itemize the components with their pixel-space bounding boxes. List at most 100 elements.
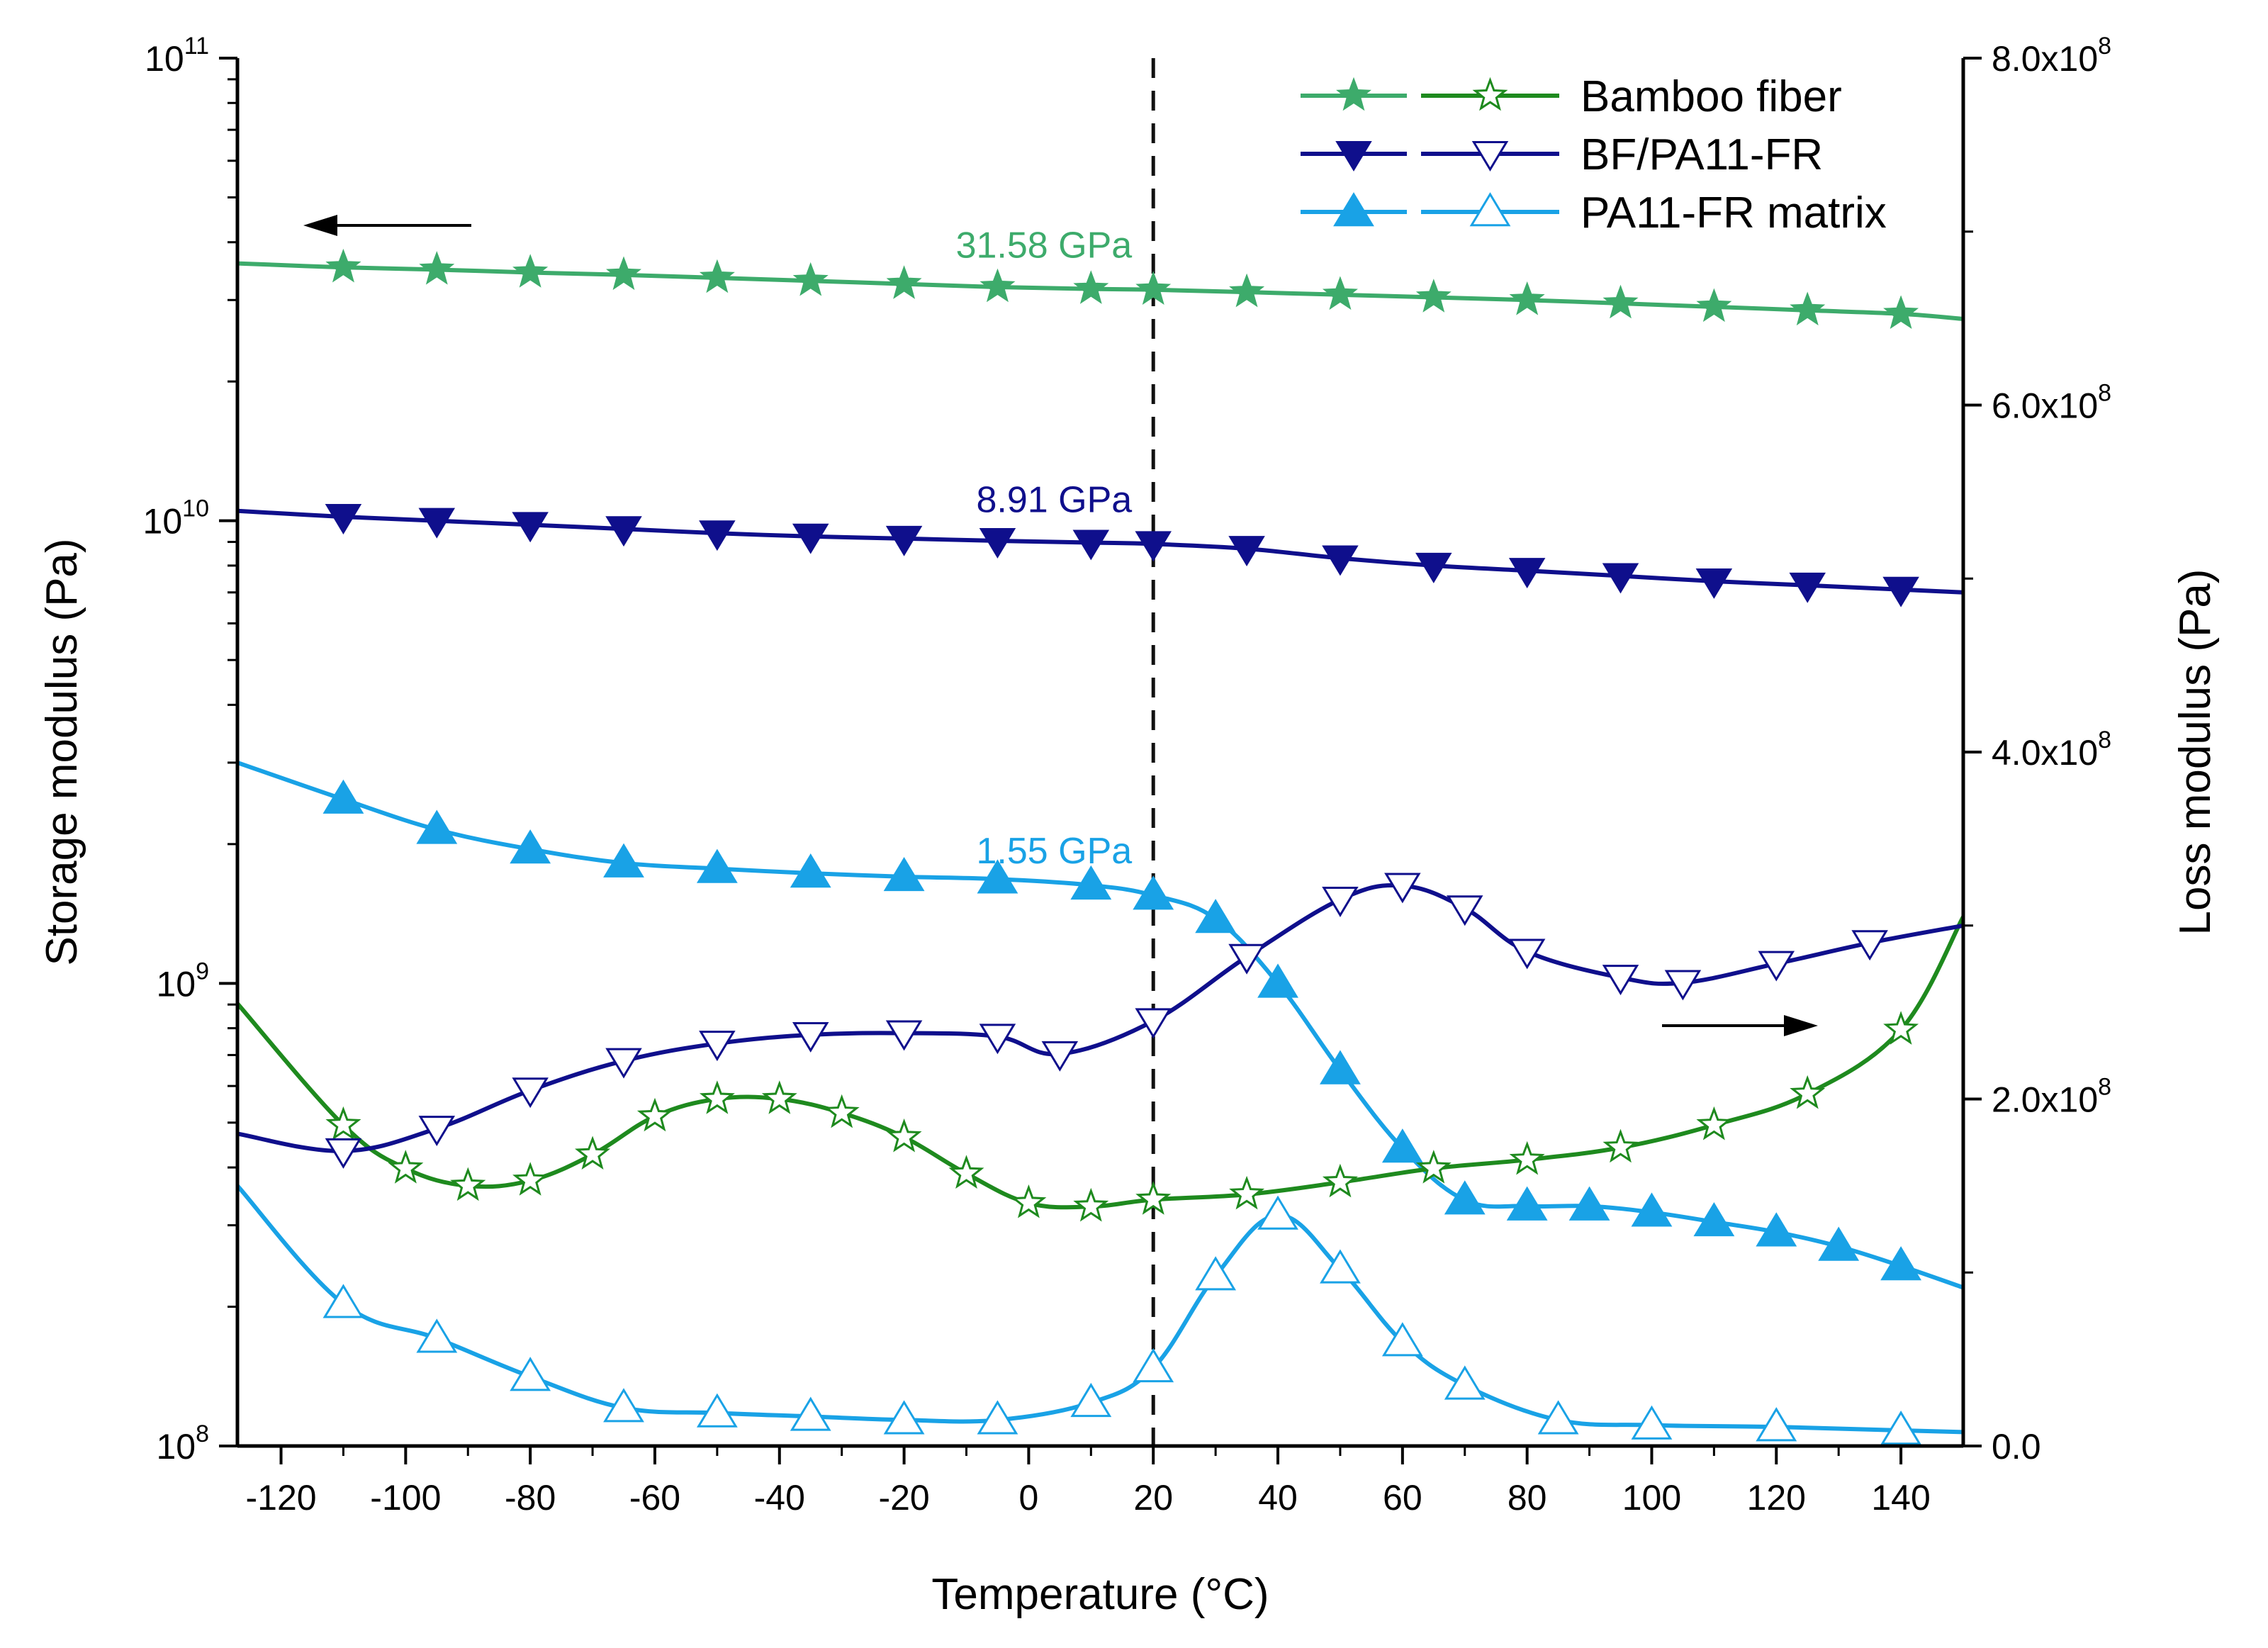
arrow-head (1784, 1015, 1818, 1036)
series-2 (237, 761, 1963, 1290)
data-point (1602, 563, 1639, 594)
data-point (1508, 938, 1546, 970)
data-point (1758, 951, 1795, 982)
series-group (237, 58, 1963, 1446)
data-point (603, 1388, 644, 1423)
y-right-tick-label: 0.0 (1992, 1427, 2041, 1467)
data-point (1415, 1150, 1452, 1184)
data-point (322, 779, 364, 814)
data-point (1135, 271, 1172, 305)
annotation-label: 31.58 GPa (956, 225, 1133, 267)
legend-item: BF/PA11-FR (1301, 130, 1823, 179)
data-point (792, 523, 829, 554)
legend-marker-loss (1469, 192, 1511, 227)
legend-marker-loss (1471, 141, 1509, 172)
data-point (1883, 295, 1919, 330)
data-point (1072, 529, 1110, 561)
data-point (979, 268, 1016, 303)
axes: -120 -100 -80 -60 -40 -20 0 20 40 60 80 100 120 140 10… (143, 33, 2112, 1518)
data-point (883, 1400, 925, 1435)
data-point (696, 1393, 738, 1428)
data-point (1883, 1011, 1919, 1045)
data-point (883, 857, 925, 892)
legend-label: PA11-FR matrix (1581, 189, 1887, 237)
y-axis-right-title: Loss modulus (Pa) (2171, 569, 2220, 936)
data-point (1073, 1187, 1109, 1222)
data-point (1322, 887, 1359, 917)
data-point (1229, 1175, 1265, 1210)
series-0 (237, 248, 1963, 330)
data-point (1381, 1128, 1423, 1163)
legend-marker-storage (1335, 141, 1372, 172)
data-point (1693, 1201, 1735, 1237)
data-point (1415, 552, 1452, 583)
data-point (1322, 545, 1359, 576)
data-point (1011, 1184, 1047, 1218)
y-left-tick-label: 1010 (143, 495, 209, 542)
data-point (977, 859, 1018, 894)
x-tick-label: 140 (1871, 1478, 1930, 1518)
data-point (1696, 288, 1732, 323)
data-point (450, 1167, 486, 1201)
data-point (885, 1020, 923, 1051)
data-point (325, 504, 362, 534)
series-5 (237, 1184, 1963, 1445)
data-point (510, 829, 551, 864)
right-axis-arrow (1662, 1015, 1818, 1036)
data-point (1133, 875, 1174, 910)
data-point (696, 848, 738, 883)
data-point (1756, 1407, 1797, 1442)
legend-marker-storage (1336, 77, 1371, 111)
data-point (603, 843, 644, 878)
x-tick-label: -40 (754, 1478, 805, 1518)
legend-item: Bamboo fiber (1301, 72, 1842, 121)
data-point (1320, 1050, 1361, 1084)
x-tick-label: 120 (1747, 1478, 1806, 1518)
data-point (1506, 1186, 1548, 1221)
data-point (325, 248, 361, 283)
series-3 (237, 916, 1963, 1222)
data-point (1790, 291, 1826, 326)
data-point (1882, 576, 1919, 607)
data-point (1070, 1382, 1112, 1418)
series-1 (237, 504, 1963, 607)
data-point (1568, 1186, 1610, 1221)
data-point (1537, 1400, 1579, 1435)
legend-item: PA11-FR matrix (1301, 189, 1887, 237)
data-point (977, 1400, 1018, 1435)
x-tick-label: -80 (505, 1478, 556, 1518)
y-left-tick-label: 109 (156, 958, 209, 1004)
data-point (1789, 572, 1826, 603)
data-point (1381, 1322, 1423, 1357)
data-point (1320, 1249, 1361, 1284)
series-4 (237, 873, 1963, 1169)
data-point (1135, 531, 1172, 562)
annotation-label: 8.91 GPa (977, 479, 1133, 520)
data-point (1070, 865, 1112, 900)
data-point (1195, 1256, 1237, 1291)
data-point (575, 1136, 611, 1170)
data-point (418, 1116, 456, 1147)
x-tick-label: 0 (1019, 1478, 1039, 1518)
series-line (237, 882, 1963, 1153)
data-point (636, 1097, 673, 1132)
data-point (1447, 895, 1483, 926)
y-right-tick-label: 8.0x108 (1992, 33, 2111, 79)
data-point (1880, 1246, 1921, 1281)
annotation-label: 1.55 GPa (977, 831, 1133, 872)
data-point (325, 1138, 362, 1169)
y-left-tick-label: 1011 (145, 33, 209, 79)
data-point (605, 1048, 642, 1079)
data-point (792, 1021, 829, 1053)
x-tick-label: 20 (1133, 1478, 1173, 1518)
data-point (948, 1155, 984, 1189)
data-point (1880, 1411, 1921, 1445)
legend-marker-loss (1472, 77, 1508, 111)
x-tick-label: 100 (1622, 1478, 1681, 1518)
data-point (790, 1396, 831, 1431)
data-point (699, 259, 735, 293)
series-line (237, 261, 1963, 321)
data-point (510, 1357, 551, 1391)
plot-area: 31.58 GPa 8.91 GPa 1.55 GPa (237, 58, 1963, 1446)
